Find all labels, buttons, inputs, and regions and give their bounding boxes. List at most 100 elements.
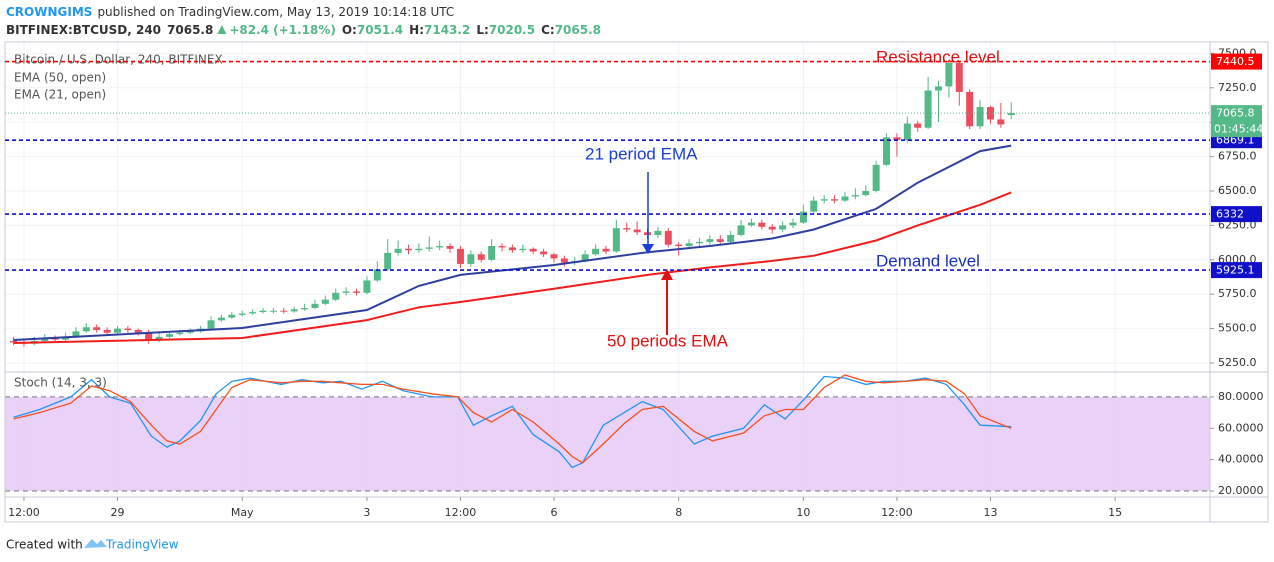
stoch-line [13,374,1012,464]
y-tick-label: 5250.0 [1218,356,1257,369]
candle-body [321,299,329,304]
open-value: 7051.4 [357,23,403,37]
candle-body [332,292,340,300]
h-label: H: [409,23,424,37]
candle-body [695,241,703,244]
candle-body [893,137,901,141]
footer-created: Created with [6,538,83,552]
candle-body [633,229,641,233]
candle-body [706,239,714,242]
x-tick-label: 6 [550,506,557,519]
candle-body [82,327,90,332]
candle-body [10,340,18,343]
ema-line [13,144,1012,341]
author[interactable]: CROWNGIMS [6,5,92,19]
candle-body [249,312,257,314]
up-arrow [217,25,227,34]
symbol: BITFINEX:BTCUSD, 240 [6,23,161,37]
candle-body [675,244,683,247]
y-tick-label: 6750.0 [1218,150,1257,163]
candle-body [301,307,309,310]
candle-body [93,327,101,330]
candle-body [373,269,381,281]
candle-body [41,338,49,341]
candle-body [353,291,361,293]
ema50-arrow-head [661,269,673,280]
annotation: Demand level [876,251,980,270]
level-tag [1211,53,1262,70]
footer-brand[interactable]: TradingView [105,538,179,552]
candle-body [758,222,766,227]
candle-body [134,329,142,333]
x-tick-label: 12:00 [445,506,477,519]
candle-body [602,248,610,252]
candle-body [72,331,80,337]
candle-body [883,137,891,165]
x-tick-label: 13 [983,506,997,519]
overlay: 5250.05500.05750.06000.06250.06500.06750… [5,46,1264,519]
level-tag-label: 5925.1 [1216,264,1255,277]
candle-body [446,246,454,249]
candle-body [550,254,558,259]
candle-body [1007,113,1015,116]
legend-entry: EMA (21, open) [14,88,106,102]
change: +82.4 (+1.18%) [229,23,336,37]
pane-title: Stoch (14, 3, 3) [14,376,107,390]
x-tick-label: 12:00 [881,506,913,519]
y-tick-label: 6500.0 [1218,184,1257,197]
header-line: CROWNGIMS published on TradingView.com, M… [6,5,454,19]
candle-body [498,246,506,248]
candle-body [342,291,350,293]
candle-body [820,199,828,201]
candle-body [311,303,319,308]
candle-body [467,254,475,264]
frame [4,41,1269,523]
candle-body [415,248,423,251]
candle-body [945,63,953,87]
candle-body [560,258,568,263]
l-label: L: [476,23,488,37]
candle-body [176,332,184,335]
x-tick-label: 15 [1108,506,1122,519]
low-value: 7020.5 [489,23,535,37]
candle-body [581,254,589,262]
level-tag-label: 7440.5 [1216,55,1255,68]
price-plot [10,60,1015,347]
candle-body [986,107,994,120]
level-tag-label: 6332 [1216,208,1244,221]
y-tick-label: 20.0000 [1218,484,1264,497]
candle-body [924,90,932,128]
y-tick-label: 40.0000 [1218,453,1264,466]
candle-body [841,196,849,201]
x-tick-label: 8 [675,506,682,519]
candle-body [903,123,911,141]
y-tick-label: 80.0000 [1218,390,1264,403]
candle-body [914,123,922,128]
candle-body [425,247,433,249]
candle-body [186,331,194,333]
c-label: C: [541,23,555,37]
candle-body [238,313,246,315]
annotation: 50 periods EMA [607,331,729,350]
candle-body [623,228,631,230]
candle-body [768,226,776,230]
candle-body [716,239,724,242]
candle-body [228,314,236,318]
candle-body [654,230,662,236]
last-price: 7065.8 [167,23,213,37]
candle-body [799,211,807,223]
candle-body [862,190,870,196]
candle-body [363,280,371,293]
candle-body [384,252,392,270]
price-tag-label: 7065.8 [1216,107,1255,120]
close-value: 7065.8 [555,23,601,37]
high-value: 7143.2 [424,23,470,37]
candle-body [217,317,225,321]
candle-body [259,310,267,313]
candle-body [955,63,963,92]
candle-body [779,225,787,230]
y-tick-label: 7250.0 [1218,81,1257,94]
candle-body [404,248,412,251]
